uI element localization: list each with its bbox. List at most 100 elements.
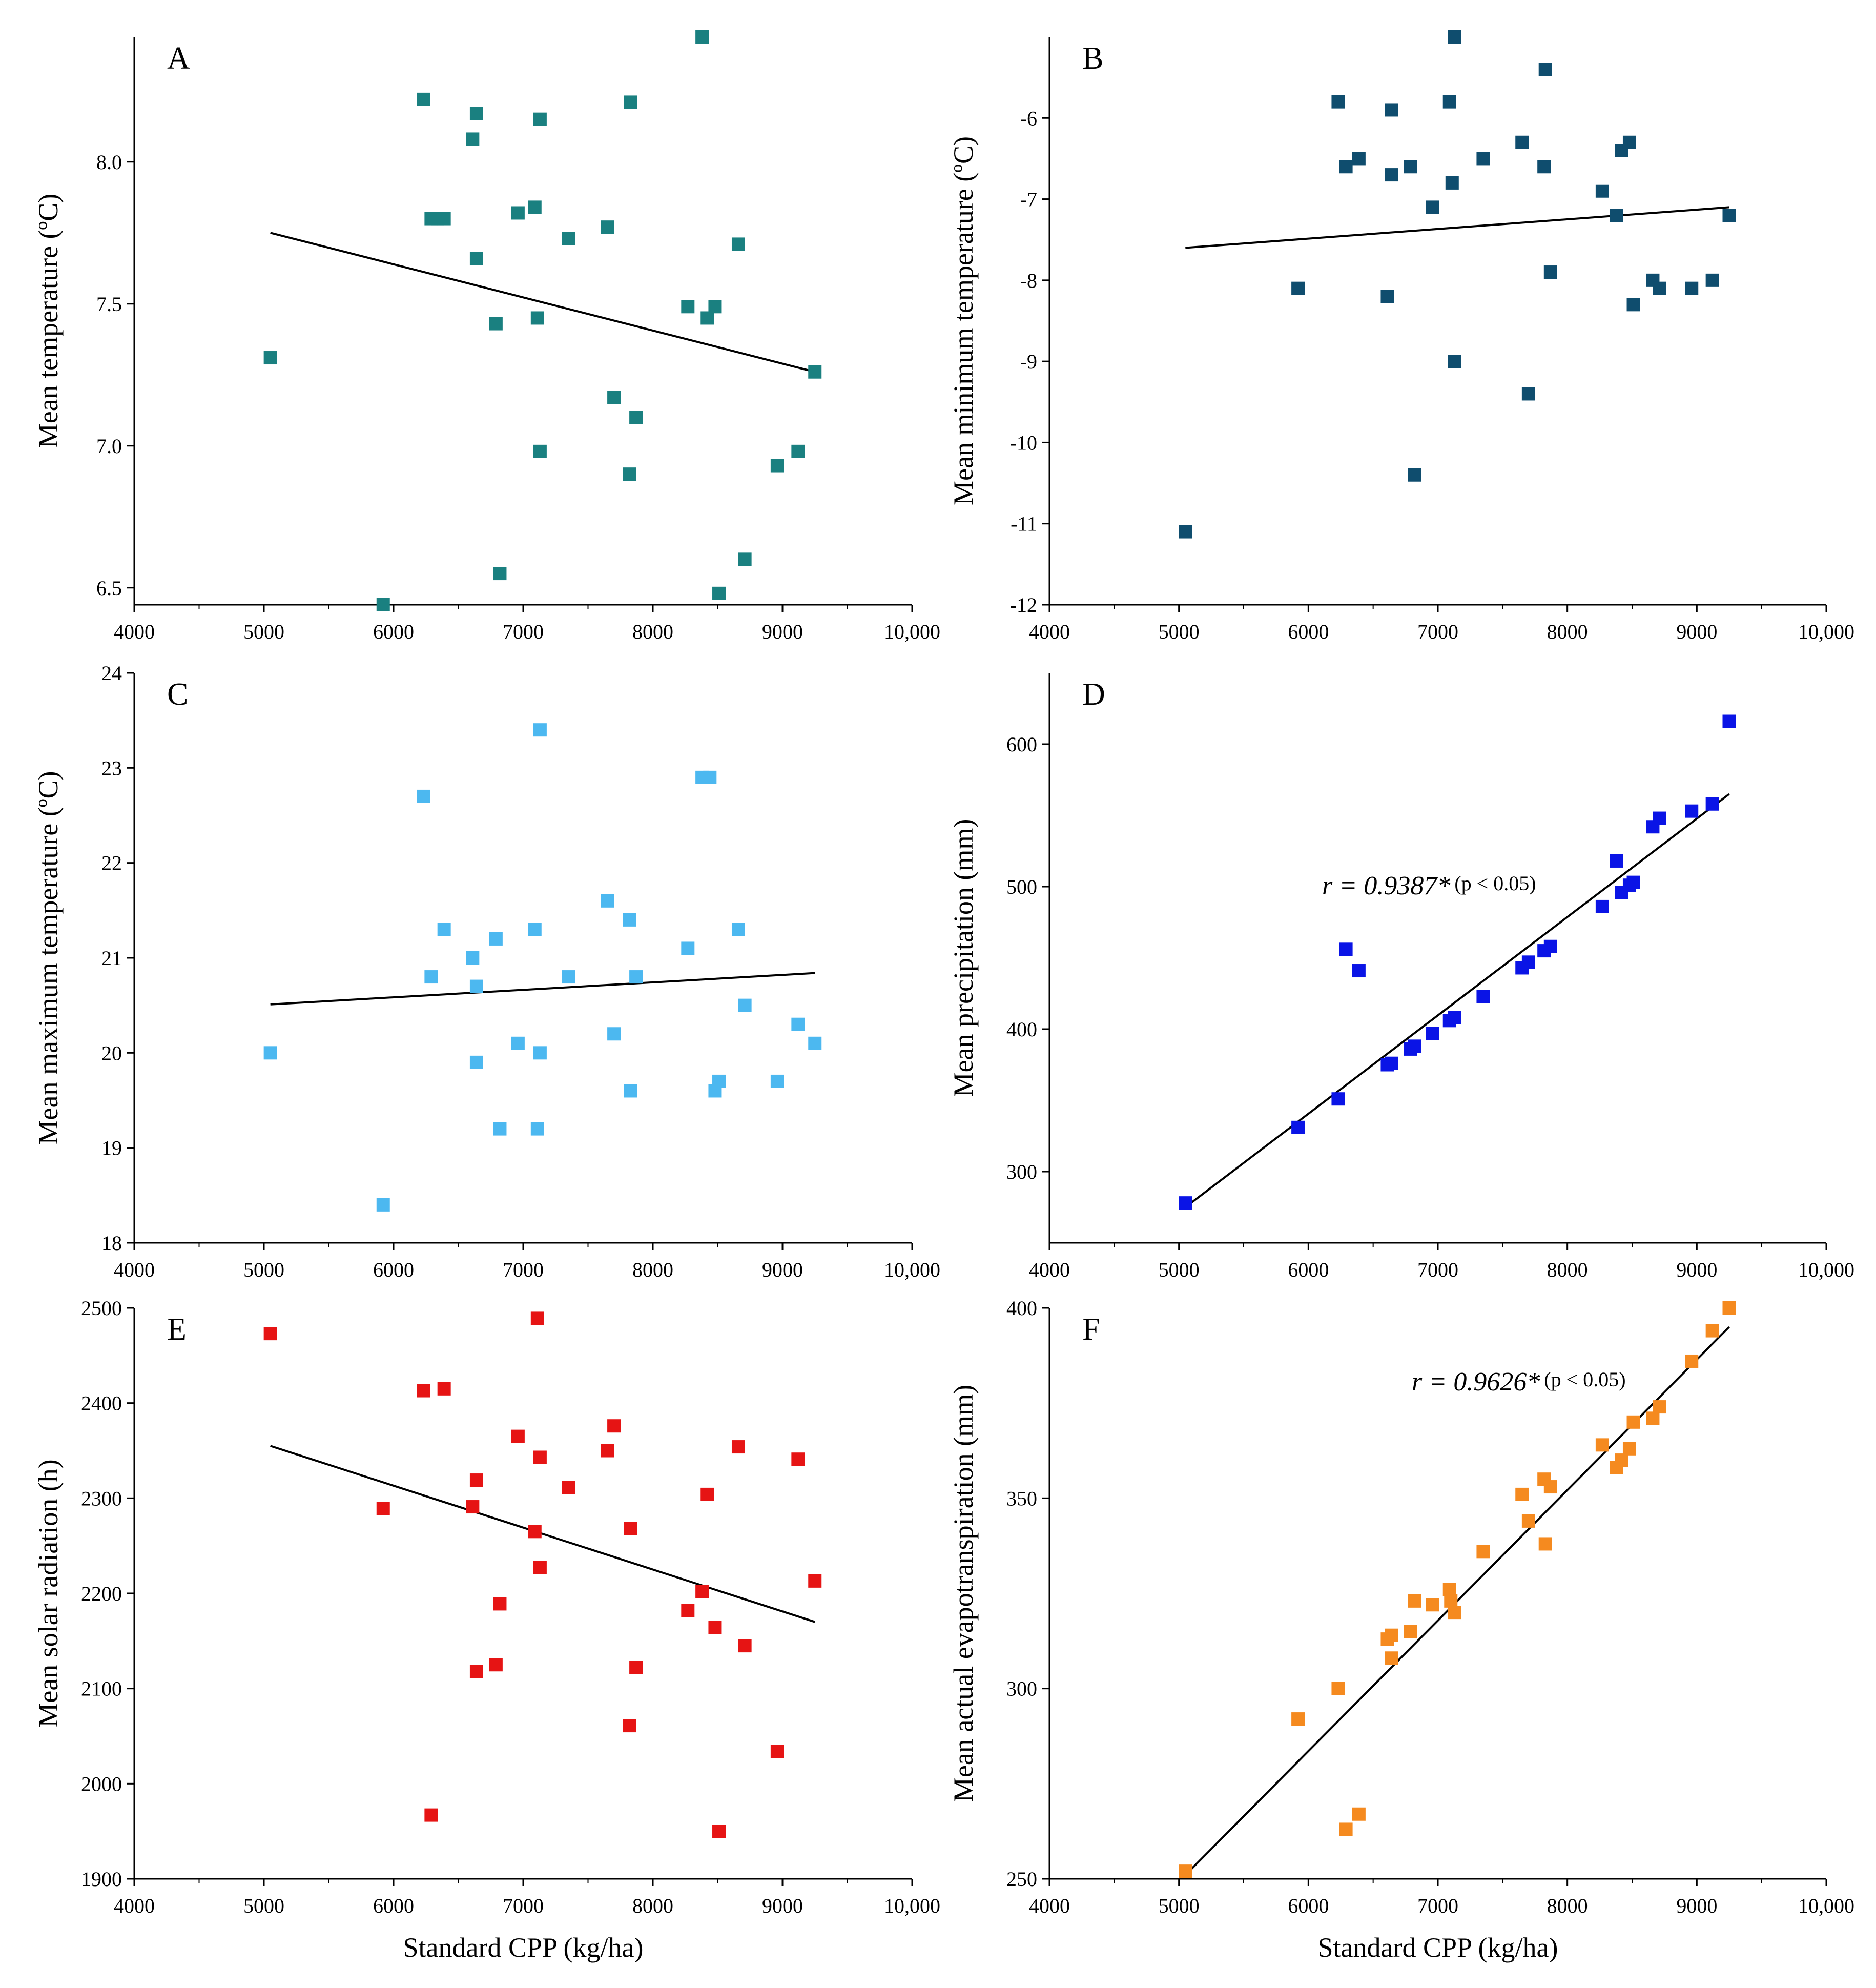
data-point — [1339, 160, 1353, 174]
panel-letter: D — [1082, 677, 1105, 712]
y-tick-label: 2000 — [81, 1772, 122, 1795]
trend-line — [270, 972, 815, 1006]
y-tick-label: -9 — [1020, 350, 1037, 373]
correlation-value: r = 0.9626* — [1412, 1367, 1540, 1397]
data-point — [1595, 1438, 1609, 1452]
y-tick-label: 2500 — [81, 1297, 122, 1320]
y-tick-label: 300 — [1006, 1160, 1037, 1183]
x-tick-label: 10,000 — [884, 1894, 940, 1917]
data-point — [1705, 1324, 1719, 1338]
data-point — [376, 1198, 390, 1212]
data-point — [1380, 290, 1394, 303]
data-point — [469, 252, 483, 265]
data-point — [1331, 1092, 1345, 1106]
panel-f: 4000 5000 6000 7000 8000 9000 10,000 250 300 350 4… — [948, 1297, 1854, 1963]
data-point — [533, 1450, 547, 1464]
x-tick-label: 5000 — [1159, 1894, 1200, 1917]
panel-a: 4000 5000 6000 7000 8000 9000 10,000 6.5 7.0 7.5 8… — [33, 30, 940, 643]
data-point — [1442, 95, 1456, 109]
data-point — [376, 598, 390, 611]
x-tick-label: 9000 — [762, 620, 803, 643]
data-point — [700, 1487, 714, 1501]
data-point — [808, 365, 822, 379]
data-point — [738, 998, 752, 1012]
y-axis-title: Mean precipitation (mm) — [948, 819, 979, 1097]
data-point — [489, 317, 503, 331]
data-point — [629, 411, 643, 424]
data-point — [1444, 1594, 1458, 1608]
data-point — [1179, 525, 1192, 539]
y-tick-label: -10 — [1010, 431, 1037, 454]
y-tick-label: 19 — [101, 1137, 122, 1160]
x-tick-label: 8000 — [632, 1894, 673, 1917]
data-point — [623, 913, 636, 927]
data-point — [1385, 103, 1398, 117]
data-point — [1339, 942, 1353, 956]
data-point — [808, 1574, 822, 1588]
data-point — [1408, 1039, 1421, 1053]
x-tick-label: 6000 — [1288, 1258, 1329, 1281]
x-tick-label: 6000 — [1288, 1894, 1329, 1917]
data-point — [712, 1825, 726, 1838]
correlation-annotation: r = 0.9387* (p < 0.05) — [1322, 871, 1536, 900]
data-point — [681, 1604, 695, 1617]
y-tick-label: 300 — [1006, 1677, 1037, 1700]
data-point — [1653, 811, 1666, 825]
data-point — [1291, 281, 1305, 295]
x-tick-label: 4000 — [1029, 1894, 1070, 1917]
data-point — [1426, 1598, 1439, 1612]
data-point — [738, 552, 752, 566]
data-point — [681, 300, 695, 314]
p-value-note: (p < 0.05) — [1544, 1368, 1625, 1391]
x-tick-label: 7000 — [503, 1258, 544, 1281]
y-tick-label: -7 — [1020, 188, 1037, 211]
data-point — [1622, 135, 1636, 149]
data-point — [1448, 1011, 1461, 1024]
data-point — [712, 1074, 726, 1088]
panel-d: 4000 5000 6000 7000 8000 9000 10,000 300 400 500 6… — [948, 673, 1854, 1281]
x-tick-label: 9000 — [762, 1258, 803, 1281]
data-point — [791, 1017, 805, 1031]
data-point — [808, 1036, 822, 1050]
data-point — [1515, 135, 1529, 149]
data-point — [469, 1473, 483, 1487]
data-point — [1595, 184, 1609, 198]
x-axis-title: Standard CPP (kg/ha) — [403, 1932, 644, 1963]
y-tick-label: 2100 — [81, 1677, 122, 1700]
data-point — [533, 112, 547, 126]
data-point — [1339, 1822, 1353, 1836]
data-point — [263, 1046, 277, 1060]
x-tick-label: 4000 — [114, 620, 155, 643]
x-tick-label: 9000 — [1676, 1894, 1717, 1917]
y-tick-label: 6.5 — [96, 577, 122, 600]
y-tick-label: 20 — [101, 1041, 122, 1064]
data-point — [1408, 1594, 1421, 1608]
x-tick-label: 8000 — [632, 620, 673, 643]
data-point — [1448, 30, 1461, 44]
data-point — [731, 923, 745, 936]
data-point — [530, 1311, 544, 1325]
x-tick-label: 5000 — [1159, 1258, 1200, 1281]
data-point — [417, 789, 430, 803]
data-point — [703, 770, 717, 784]
data-point — [263, 351, 277, 365]
data-point — [1626, 298, 1640, 312]
x-tick-label: 8000 — [1547, 1894, 1588, 1917]
data-point — [530, 311, 544, 325]
data-point — [469, 1665, 483, 1678]
data-point — [681, 941, 695, 955]
data-point — [1426, 1027, 1439, 1040]
data-point — [493, 567, 507, 581]
y-axis-title: Mean actual evapotranspiration (mm) — [948, 1385, 979, 1802]
x-tick-label: 5000 — [243, 620, 284, 643]
y-tick-label: 7.0 — [96, 435, 122, 458]
y-tick-label: 1900 — [81, 1868, 122, 1891]
data-point — [424, 970, 438, 984]
data-point — [1538, 1537, 1552, 1551]
y-tick-label: 24 — [101, 662, 122, 685]
x-axis-title: Standard CPP (kg/ha) — [1318, 1932, 1558, 1963]
data-point — [562, 1481, 575, 1494]
data-point — [708, 1621, 722, 1634]
x-tick-label: 8000 — [632, 1258, 673, 1281]
y-tick-label: 23 — [101, 756, 122, 780]
